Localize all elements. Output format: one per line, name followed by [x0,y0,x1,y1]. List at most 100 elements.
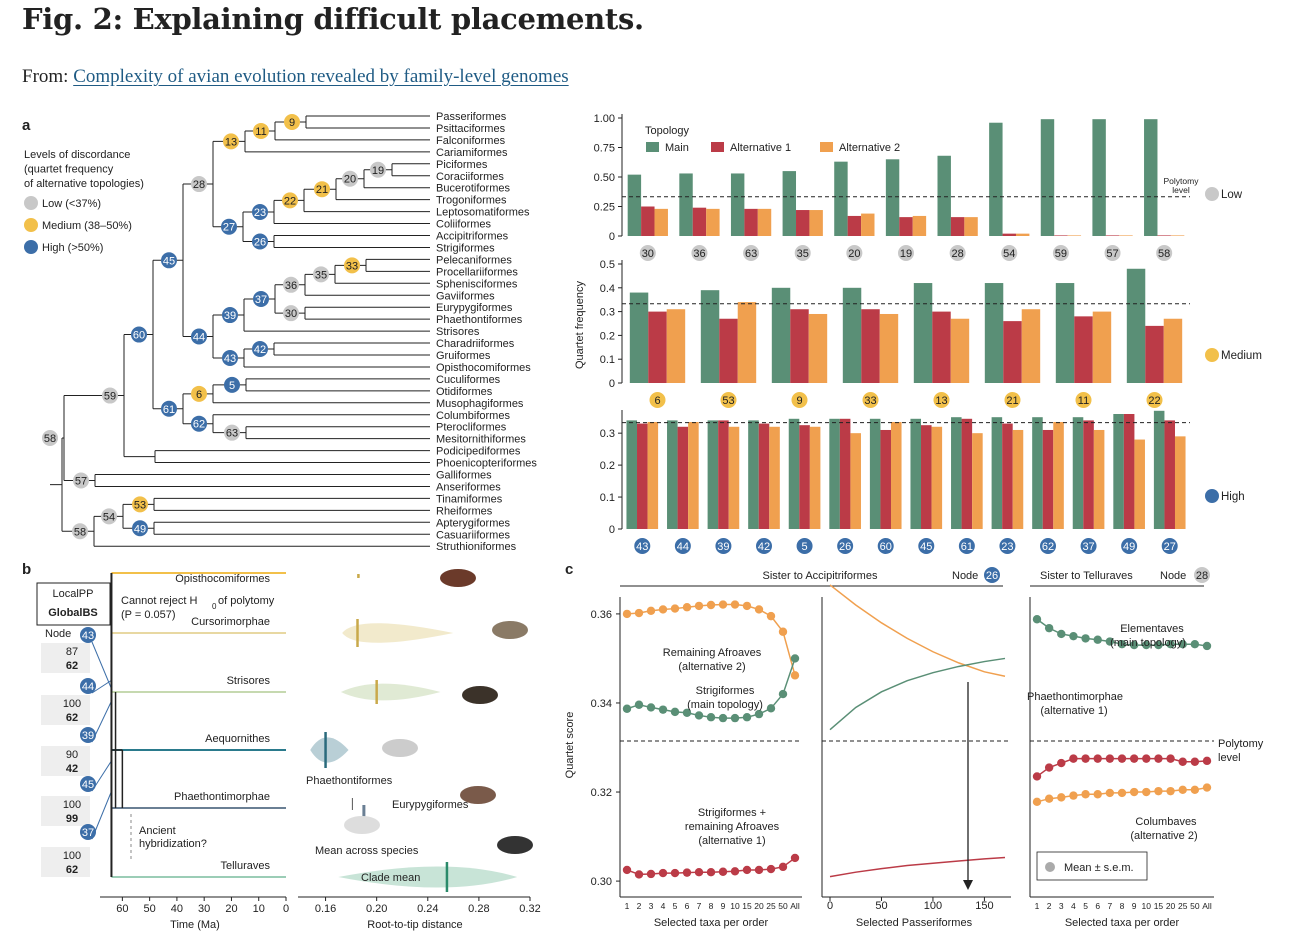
taxon-label: Pelecaniformes [436,254,512,266]
c-left-series-point [670,868,680,878]
topology-legend-label: Alternative 1 [730,142,791,154]
bar-main [937,155,951,236]
c-right-series-point [1178,757,1187,766]
c-right-node-badge-text: 28 [1196,570,1208,582]
support-value-bg [41,746,90,776]
bar-alt1 [677,426,689,529]
bar-main [626,420,638,529]
c-left-x-tick-label: 4 [661,901,666,911]
tree-node-59-circle [102,387,118,404]
taxon-label: Psittaciformes [436,123,506,135]
bar-category-node-text: 21 [1006,395,1018,407]
support-leader [91,679,113,694]
bar-main [984,283,1004,383]
taxon-label: Phaethontiformes [436,314,523,326]
bar-main [1072,417,1084,529]
time-axis-title: Time (Ma) [170,919,220,931]
c-right-series-point [1081,790,1090,799]
tree-node-44-circle [191,328,207,345]
tree-node-44-text: 44 [193,332,205,344]
taxon-label: Podicipediformes [436,446,521,458]
c-right-series-point [1129,754,1139,763]
tree-node-45-text: 45 [163,255,175,267]
c-right-annot: (alternative 1) [1040,705,1107,717]
c-left-series-point [682,603,692,612]
bar-alt1 [718,420,729,529]
tree-node-37-circle [253,290,269,307]
bar-alt1 [1003,321,1022,383]
bar-main [748,420,759,529]
bar-alt2 [809,210,823,236]
taxon-label: Strigiformes [436,242,495,254]
bar-y-tick-label: 0.4 [600,283,615,295]
tree-node-19-text: 19 [372,165,384,177]
c-right-series-point [1044,763,1054,772]
c-right-x-tick-label: 7 [1107,901,1112,911]
global-bs-value: 62 [66,712,78,724]
c-right-annot: (main topology) [1110,637,1186,649]
bar-category-node-text: 6 [654,395,660,407]
c-left-series-point [718,600,728,609]
bar-category-node-circle [691,245,708,261]
local-pp-value: 100 [63,698,81,710]
legend-title-line: of alternative topologies) [24,178,144,190]
bar-main [679,173,693,236]
mean-sem-legend-box [1036,851,1148,881]
tree-node-20-circle [342,170,358,187]
bar-alt1 [796,210,810,236]
global-bs-value: 99 [66,813,78,825]
bar-alt2 [1015,233,1030,236]
tree-node-58b-text: 58 [74,526,86,538]
bar-alt1 [1002,233,1016,236]
legend-localpp: LocalPP [53,588,94,600]
local-pp-value: 90 [66,749,78,761]
taxon-label: Sphenisciformes [436,278,518,290]
bar-y-tick-label: 0 [609,378,615,390]
article-link[interactable]: Complexity of avian evolution revealed b… [73,66,569,87]
c-right-series-point [1117,754,1127,763]
support-value-bg [41,643,90,673]
time-tick-label: 20 [225,903,237,915]
bar-alt2 [1093,429,1105,529]
c-mid-x-tick-label: 50 [875,900,887,912]
c-left-x-tick-label: 10 [730,901,740,911]
c-left-series-point [754,709,764,719]
bar-main [629,292,649,383]
topology-legend-swatch [711,142,724,152]
bar-main [885,159,900,236]
bar-category-node-text: 54 [1003,248,1015,260]
support-leader [91,789,113,840]
bar-alt2 [1053,421,1064,529]
taxon-label: Cariamiformes [436,147,508,159]
taxon-label: Opisthocomiformes [436,362,531,374]
bar-alt1 [932,311,951,383]
bar-y-tick-label: 0.1 [600,492,615,504]
tree-node-45-circle [161,252,177,269]
taxon-label: Accipitriformes [436,231,509,243]
bar-alt2 [861,213,875,236]
c-left-series-point [634,608,644,618]
bar-category-node-text: 5 [802,541,808,553]
c-left-series-point [646,703,656,712]
support-leader [91,759,113,792]
bar-alt2 [964,217,978,236]
bar-category-node-circle [639,245,656,261]
c-left-series-point [718,713,728,723]
taxon-label: Strisores [436,326,480,338]
c-left-series-point [742,713,752,722]
c-right-x-tick-label: All [1202,901,1212,911]
polytomy-annotation-sub: 0 [212,602,217,611]
bar-main [834,161,848,236]
tree-node-58-circle [42,430,58,447]
topology-legend-title: Topology [645,125,690,137]
from-prefix: From: [22,66,69,87]
support-node-37-text: 37 [82,827,94,839]
c-left-series-point [622,865,632,875]
violin-shape [310,737,349,763]
c-right-series-point [1117,639,1127,649]
bar-alt1 [1083,420,1094,529]
bar-category-node-circle [715,538,732,554]
c-right-series-point [1190,757,1200,766]
bar-alt2 [808,313,828,383]
